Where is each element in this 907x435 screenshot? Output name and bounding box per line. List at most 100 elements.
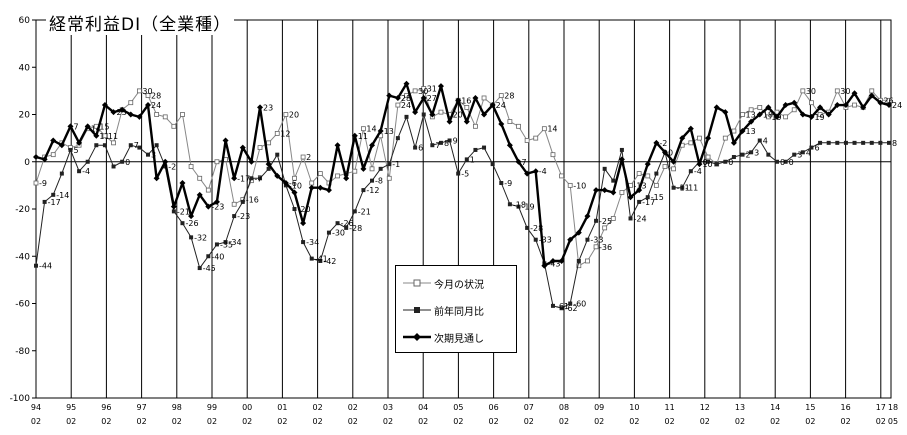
- data-label: -21: [358, 207, 371, 216]
- point-marker: [101, 102, 108, 109]
- data-label: 3: [797, 151, 802, 160]
- legend-label-yoy: 前年同月比: [434, 307, 484, 318]
- point-marker: [59, 171, 64, 176]
- point-marker: [403, 80, 410, 87]
- data-label: -61: [556, 302, 569, 311]
- point-marker: [317, 171, 323, 176]
- data-label: -30: [332, 229, 345, 238]
- x-year-label: 98: [172, 403, 182, 412]
- data-label: -21: [177, 207, 190, 216]
- point-marker: [395, 136, 400, 141]
- data-label: -8: [375, 177, 383, 186]
- point-marker: [748, 118, 755, 125]
- point-marker: [188, 213, 195, 220]
- data-label: -9: [504, 179, 512, 188]
- point-marker: [800, 150, 805, 155]
- data-label: 0: [780, 158, 785, 167]
- x-month-label: 02: [735, 417, 745, 426]
- data-label: 9: [453, 136, 458, 145]
- point-marker: [206, 254, 211, 259]
- point-marker: [628, 216, 633, 221]
- point-marker: [128, 143, 133, 148]
- data-label: -5: [461, 170, 469, 179]
- point-marker: [722, 109, 729, 116]
- data-label: -26: [341, 219, 354, 228]
- point-marker: [420, 94, 427, 101]
- point-marker: [343, 175, 350, 182]
- point-marker: [644, 161, 651, 168]
- point-marker: [619, 190, 625, 195]
- x-year-label: 11: [665, 403, 675, 412]
- point-marker: [119, 106, 126, 113]
- point-marker: [645, 195, 650, 200]
- x-month-label: 02: [172, 417, 182, 426]
- x-month-label: 02: [313, 417, 323, 426]
- data-label: -25: [599, 217, 612, 226]
- point-marker: [50, 152, 56, 158]
- point-marker: [481, 111, 488, 118]
- point-marker: [231, 201, 237, 207]
- point-marker: [128, 100, 134, 106]
- point-marker: [817, 104, 824, 111]
- data-labels: -91415113028-161220214243031202814-10-36…: [39, 85, 902, 314]
- point-marker: [756, 111, 763, 118]
- point-marker: [602, 166, 607, 171]
- point-marker: [464, 157, 469, 162]
- data-label: 0: [668, 148, 673, 157]
- point-marker: [774, 159, 779, 164]
- data-label: 20: [453, 111, 463, 120]
- point-marker: [318, 258, 323, 263]
- point-marker: [507, 119, 513, 124]
- data-label: -26: [185, 219, 198, 228]
- point-marker: [412, 88, 418, 94]
- point-marker: [352, 209, 357, 214]
- data-label: 12: [280, 129, 290, 138]
- data-label: -62: [565, 304, 578, 313]
- point-marker: [687, 125, 694, 132]
- point-marker: [559, 306, 564, 311]
- y-tick-label: 60: [19, 16, 31, 26]
- point-marker: [205, 187, 211, 193]
- y-tick-label: -60: [15, 300, 30, 310]
- point-marker: [610, 189, 617, 196]
- point-marker: [861, 140, 866, 145]
- point-marker: [585, 258, 590, 264]
- point-marker: [180, 221, 185, 226]
- data-label: 26: [883, 96, 893, 105]
- point-marker: [352, 168, 358, 174]
- point-marker: [688, 169, 693, 174]
- axes: 6040200-20-40-60-80-10094029502960297029…: [10, 16, 899, 426]
- point-marker: [335, 221, 340, 226]
- point-marker: [792, 152, 797, 157]
- point-marker: [102, 143, 107, 148]
- point-marker: [575, 229, 582, 236]
- data-label: 1: [470, 155, 475, 164]
- point-marker: [34, 263, 38, 268]
- data-label: 10: [702, 160, 712, 169]
- point-marker: [637, 199, 642, 204]
- point-marker: [111, 164, 116, 169]
- point-marker: [145, 93, 151, 98]
- data-label: -11: [677, 184, 690, 193]
- data-label: -34: [229, 238, 242, 247]
- point-marker: [162, 158, 169, 165]
- data-label: -15: [651, 193, 664, 202]
- point-marker: [516, 123, 521, 129]
- point-marker: [394, 94, 401, 101]
- point-marker: [171, 123, 177, 129]
- point-marker: [576, 263, 582, 269]
- data-label: 11: [108, 132, 118, 141]
- point-marker: [533, 135, 539, 141]
- x-month-label: 02: [629, 417, 639, 426]
- point-marker: [524, 170, 531, 177]
- point-marker: [146, 152, 151, 157]
- x-year-label: 15: [805, 403, 815, 412]
- point-marker: [507, 202, 512, 207]
- point-marker: [679, 135, 686, 142]
- data-label: 5: [73, 146, 78, 155]
- point-marker: [627, 194, 634, 201]
- data-label: -7: [254, 174, 262, 183]
- x-month-label: 02: [137, 417, 147, 426]
- point-marker: [809, 145, 814, 150]
- data-label: 7: [522, 158, 527, 167]
